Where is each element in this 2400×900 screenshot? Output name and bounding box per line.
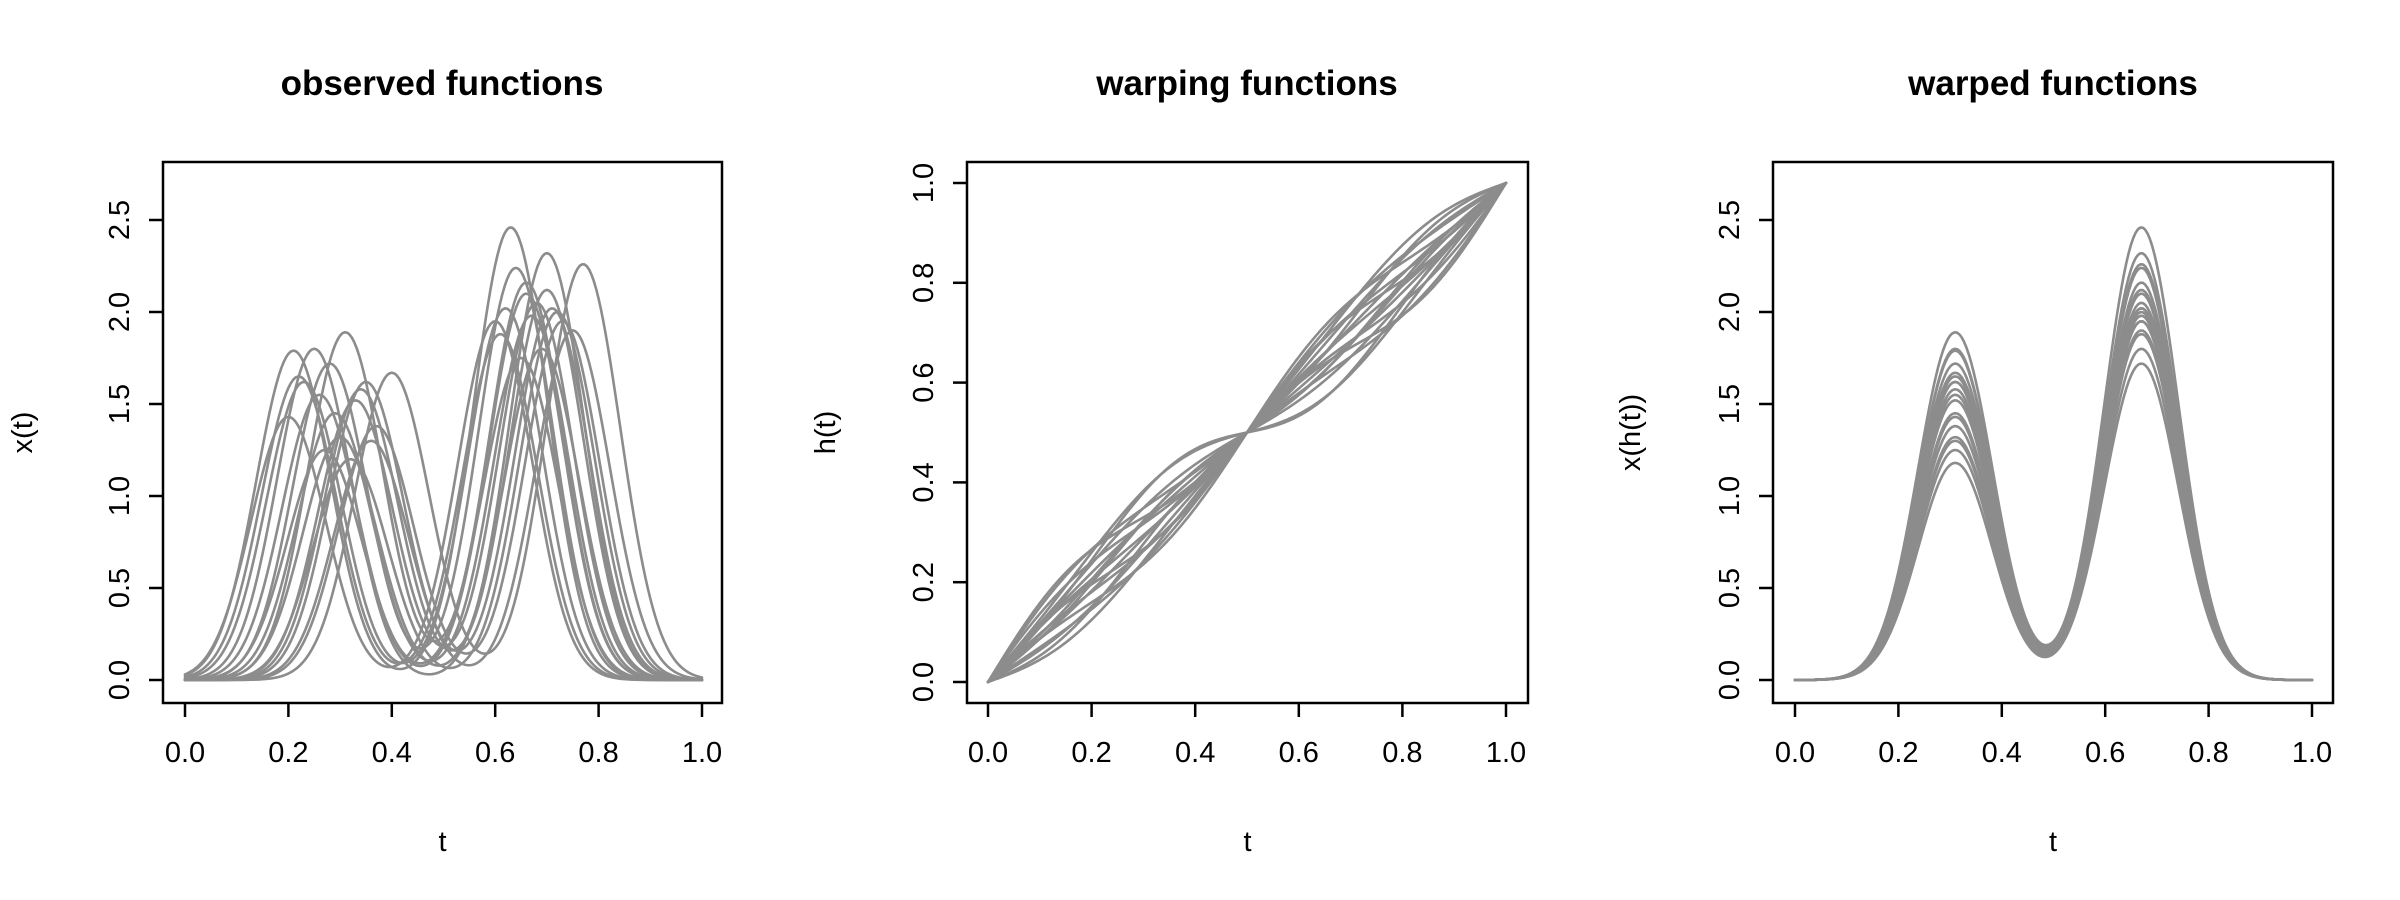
x-tick-label: 0.6 [475,737,515,769]
series-group [183,226,704,682]
x-axis-label: t [438,826,446,858]
x-tick-label: 0.4 [1175,737,1215,769]
plot-frame [965,160,1530,705]
series-line-3 [1793,262,2314,682]
y-tick-label: 0.6 [908,362,940,402]
x-tick-label: 0.4 [1982,737,2022,769]
x-tick-label: 1.0 [1486,737,1526,769]
y-tick-label: 2.0 [1714,292,1746,332]
y-tick-label: 0.0 [908,662,940,702]
x-axis-label: t [1243,826,1251,858]
x-tick-label: 0.0 [1775,737,1815,769]
series-line-12 [1793,314,2314,682]
y-tick-label: 0.0 [104,660,136,700]
series-line-13 [183,310,704,682]
series-line-13 [1793,320,2314,682]
y-tick-label: 0.2 [908,562,940,602]
series-line-16 [183,314,704,682]
y-tick-label: 2.5 [104,200,136,240]
series-line-5 [1793,281,2314,682]
x-tick-label: 0.2 [1071,737,1111,769]
x-axis-label: t [2049,826,2057,858]
y-axis-label: x(t) [7,412,39,454]
y-tick-label: 1.0 [908,163,940,203]
series-line-10 [183,320,704,682]
series-line-14 [1793,320,2314,682]
chart-title: warping functions [1095,64,1397,103]
series-group [986,181,1508,684]
series-line-6 [1793,288,2314,682]
series-line-6 [183,307,704,682]
y-tick-label: 0.4 [908,462,940,502]
series-group [1793,226,2314,682]
series-line-9 [1793,307,2314,682]
y-tick-label: 1.5 [1714,384,1746,424]
y-axis-label: x(h(t)) [1615,394,1647,471]
chart-title: observed functions [281,64,604,103]
series-line-10 [1793,307,2314,682]
x-tick-label: 0.8 [2188,737,2228,769]
y-tick-label: 1.5 [104,384,136,424]
series-line-16 [1793,332,2314,682]
series-line-4 [183,262,704,682]
series-line-17 [1793,347,2314,682]
y-tick-label: 0.5 [104,568,136,608]
x-tick-label: 0.2 [1878,737,1918,769]
chart-panel-1: observed functions 0.0 0.2 0.4 0.6 0.8 1.0 0.0 0… [7,64,724,858]
y-tick-label: 1.0 [104,476,136,516]
y-tick-label: 0.5 [1714,568,1746,608]
y-axis-label: h(t) [810,411,842,455]
series-line-17 [183,288,704,682]
series-line-11 [183,347,704,682]
series-line-1 [1793,226,2314,682]
y-tick-label: 1.0 [1714,476,1746,516]
x-tick-label: 0.0 [165,737,205,769]
series-line-18 [1793,362,2314,682]
series-line-7 [1793,292,2314,682]
x-tick-label: 0.0 [968,737,1008,769]
y-tick-label: 2.0 [104,292,136,332]
y-tick-label: 0.8 [908,263,940,303]
series-line-18 [183,356,704,682]
x-tick-label: 0.2 [268,737,308,769]
chart-panel-2: warping functions 0.0 0.2 0.4 0.6 0.8 1.0 0.0 0.… [810,64,1530,858]
series-line-15 [183,332,704,682]
plot-frame [161,160,724,705]
series-line-2 [1793,251,2314,682]
x-tick-label: 0.4 [372,737,412,769]
x-tick-label: 1.0 [682,737,722,769]
series-line-18 [986,181,1508,684]
chart-title: warped functions [1907,64,2198,103]
x-tick-label: 0.6 [1279,737,1319,769]
x-tick-label: 1.0 [2292,737,2332,769]
y-tick-label: 0.0 [1714,660,1746,700]
plot-frame [1771,160,2335,705]
x-tick-label: 0.6 [2085,737,2125,769]
y-tick-label: 2.5 [1714,200,1746,240]
series-line-15 [1793,329,2314,682]
x-tick-label: 0.8 [1382,737,1422,769]
chart-panel-3: warped functions 0.0 0.2 0.4 0.6 0.8 1.0 0.0 0.5… [1615,64,2335,858]
series-line-4 [1793,266,2314,682]
series-line-8 [1793,301,2314,682]
x-tick-label: 0.8 [578,737,618,769]
series-line-11 [1793,310,2314,682]
series-line-2 [183,251,704,682]
